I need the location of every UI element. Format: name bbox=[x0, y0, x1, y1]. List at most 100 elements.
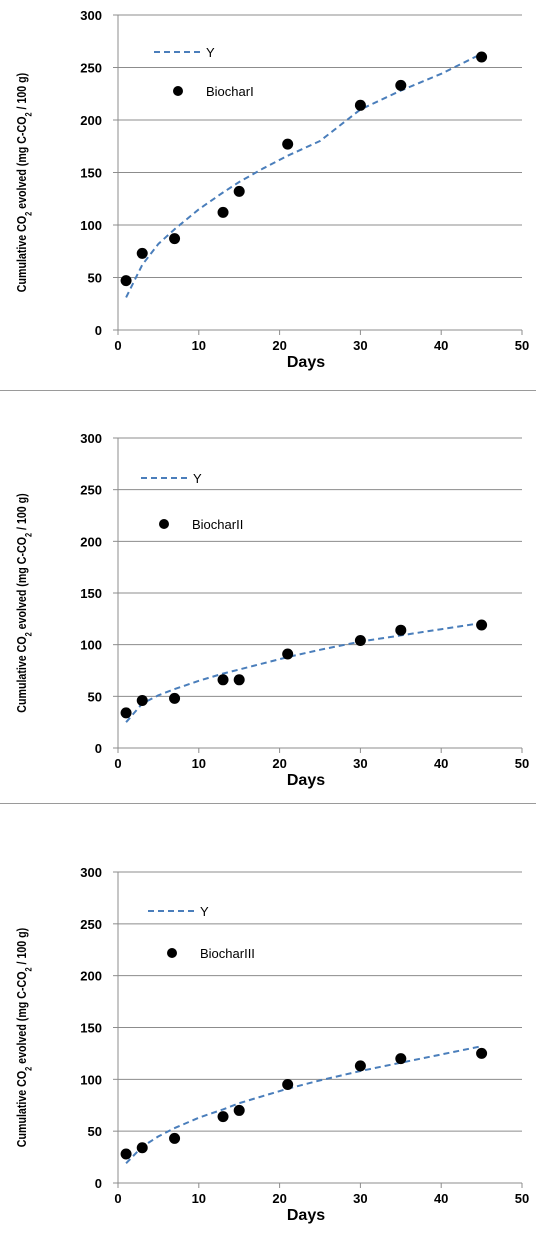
x-tick-label: 10 bbox=[192, 756, 206, 771]
x-axis-label: Days bbox=[287, 1207, 325, 1224]
y-tick-label: 150 bbox=[80, 586, 102, 601]
y-tick-label: 150 bbox=[80, 1021, 102, 1036]
chart-svg: 0 50 100 150 200 250 300 0 10 20 30 40 50 Days Cumulat… bbox=[14, 431, 529, 789]
data-point bbox=[217, 1111, 229, 1123]
y-tick-label: 300 bbox=[80, 431, 102, 446]
x-tick-label: 40 bbox=[434, 338, 448, 353]
y-tick-label: 300 bbox=[80, 8, 102, 23]
series-line-Y bbox=[125, 1045, 482, 1164]
y-axis-label: Cumulative CO2 evolved (mg C-CO2 / 100 g… bbox=[14, 928, 33, 1147]
x-tick-label: 30 bbox=[353, 338, 367, 353]
data-point bbox=[395, 1053, 407, 1065]
data-point bbox=[282, 1079, 294, 1091]
data-point bbox=[233, 1104, 245, 1116]
y-tick-label: 150 bbox=[80, 166, 102, 181]
series-points-BiocharII bbox=[120, 619, 488, 719]
data-point bbox=[476, 1047, 488, 1059]
series-line-Y bbox=[125, 52, 483, 298]
legend-dot-swatch bbox=[173, 86, 183, 96]
panel-divider bbox=[0, 390, 536, 391]
gridlines bbox=[118, 437, 522, 697]
data-point bbox=[395, 79, 407, 91]
x-tick-label: 50 bbox=[515, 1191, 529, 1206]
x-tick-label: 30 bbox=[353, 756, 367, 771]
data-point bbox=[476, 51, 488, 63]
data-point bbox=[169, 1132, 181, 1144]
data-point bbox=[217, 674, 229, 686]
y-tick-label: 0 bbox=[95, 323, 102, 338]
x-tick-label: 0 bbox=[114, 1191, 121, 1206]
y-tick-label: 100 bbox=[80, 638, 102, 653]
x-tick-label: 20 bbox=[272, 756, 286, 771]
legend: Y BiocharIII bbox=[148, 904, 255, 961]
y-tick-label: 300 bbox=[80, 865, 102, 880]
data-point bbox=[476, 619, 488, 631]
chart-svg: 0 50 100 150 200 250 300 0 10 20 30 40 50 Days Cumulat… bbox=[14, 865, 529, 1224]
data-point bbox=[354, 635, 366, 647]
data-point bbox=[395, 624, 407, 636]
legend-dot-swatch bbox=[159, 519, 169, 529]
y-axis-label: Cumulative CO2 evolved (mg C-CO2 / 100 g… bbox=[14, 73, 33, 292]
series-line-Y bbox=[125, 622, 482, 723]
data-point bbox=[120, 707, 132, 719]
data-point bbox=[136, 694, 148, 706]
gridlines bbox=[118, 14, 522, 278]
legend-label: BiocharIII bbox=[200, 946, 255, 961]
data-point bbox=[233, 185, 245, 197]
x-tick-label: 0 bbox=[114, 756, 121, 771]
x-tick-label: 30 bbox=[353, 1191, 367, 1206]
legend-dot-swatch bbox=[167, 948, 177, 958]
legend: Y BiocharII bbox=[141, 471, 243, 532]
x-tick-label: 50 bbox=[515, 338, 529, 353]
y-tick-label: 0 bbox=[95, 741, 102, 756]
chart-panel-biochar-1: 0 50 100 150 200 250 300 0 10 20 30 40 50 Days Cumulat… bbox=[0, 0, 536, 392]
x-tick-label: 40 bbox=[434, 1191, 448, 1206]
chart-svg: 0 50 100 150 200 250 300 0 10 20 30 40 50 Days Cumulat… bbox=[14, 8, 529, 371]
data-point bbox=[136, 247, 148, 259]
legend-label: BiocharI bbox=[206, 84, 254, 99]
x-tick-label: 10 bbox=[192, 338, 206, 353]
y-tick-label: 250 bbox=[80, 483, 102, 498]
x-tick-label: 0 bbox=[114, 338, 121, 353]
legend-label: Y bbox=[206, 45, 215, 60]
data-point bbox=[120, 1148, 132, 1160]
x-tick-label: 50 bbox=[515, 756, 529, 771]
legend-label: BiocharII bbox=[192, 517, 243, 532]
data-point bbox=[217, 206, 229, 218]
x-axis-label: Days bbox=[287, 354, 325, 371]
chart-panel-biochar-2: 0 50 100 150 200 250 300 0 10 20 30 40 50 Days Cumulat… bbox=[0, 410, 536, 802]
y-tick-label: 200 bbox=[80, 534, 102, 549]
y-tick-label: 50 bbox=[88, 689, 102, 704]
y-tick-label: 100 bbox=[80, 218, 102, 233]
y-tick-label: 250 bbox=[80, 917, 102, 932]
y-tick-label: 50 bbox=[88, 1124, 102, 1139]
legend-label: Y bbox=[193, 471, 202, 486]
data-point bbox=[354, 1060, 366, 1072]
x-axis-label: Days bbox=[287, 772, 325, 789]
data-point bbox=[282, 648, 294, 660]
data-point bbox=[169, 233, 181, 245]
gridlines bbox=[118, 871, 522, 1132]
y-tick-label: 50 bbox=[88, 271, 102, 286]
legend: Y BiocharI bbox=[154, 45, 254, 99]
data-point bbox=[120, 275, 132, 287]
series-points-BiocharIII bbox=[120, 1047, 488, 1160]
x-tick-label: 10 bbox=[192, 1191, 206, 1206]
y-tick-label: 250 bbox=[80, 61, 102, 76]
x-tick-label: 20 bbox=[272, 338, 286, 353]
y-tick-label: 200 bbox=[80, 113, 102, 128]
data-point bbox=[169, 692, 181, 704]
series-points-BiocharI bbox=[120, 51, 488, 287]
x-tick-label: 40 bbox=[434, 756, 448, 771]
data-point bbox=[354, 99, 366, 111]
y-tick-label: 0 bbox=[95, 1176, 102, 1191]
x-tick-label: 20 bbox=[272, 1191, 286, 1206]
panel-divider bbox=[0, 803, 536, 804]
legend-label: Y bbox=[200, 904, 209, 919]
data-point bbox=[136, 1142, 148, 1154]
chart-panel-biochar-3: 0 50 100 150 200 250 300 0 10 20 30 40 50 Days Cumulat… bbox=[0, 840, 536, 1232]
y-axis-label: Cumulative CO2 evolved (mg C-CO2 / 100 g… bbox=[14, 493, 33, 712]
data-point bbox=[233, 674, 245, 686]
y-tick-label: 200 bbox=[80, 969, 102, 984]
